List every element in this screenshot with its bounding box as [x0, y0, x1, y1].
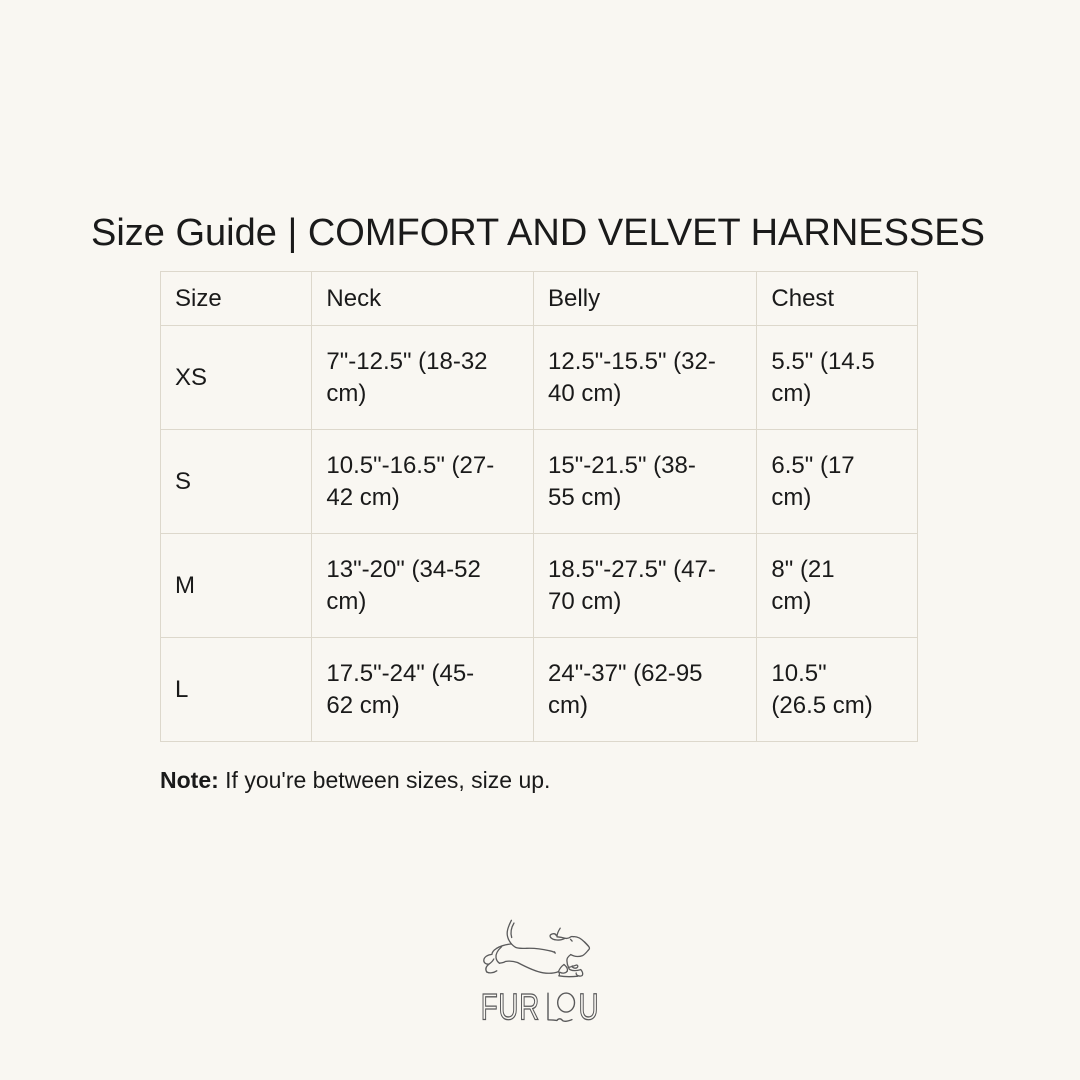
svg-text:FURLOU: FURLOU	[481, 986, 600, 1028]
